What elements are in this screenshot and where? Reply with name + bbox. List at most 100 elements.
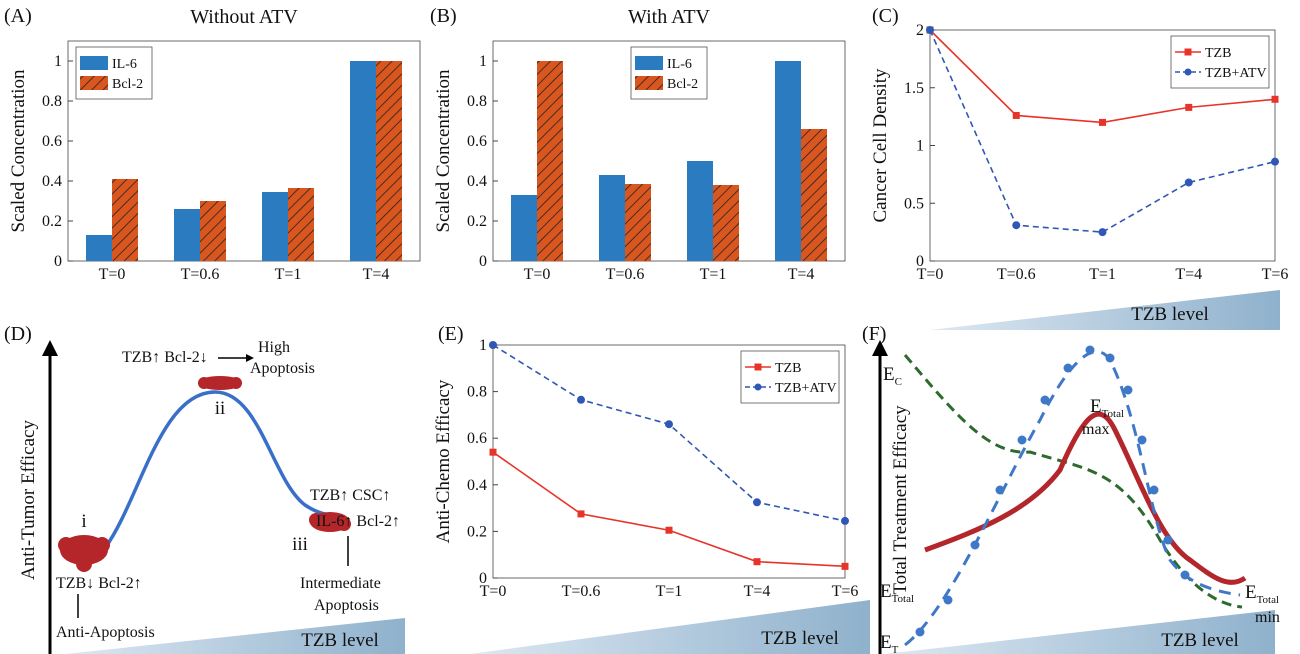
bar-hatch (801, 129, 827, 261)
bar-hatch (376, 61, 402, 261)
axes-box (492, 344, 846, 579)
x-tick-label: T=6 (832, 583, 859, 600)
label-main: E (880, 632, 892, 653)
x-tick-label: T=4 (363, 266, 390, 283)
legend-swatch (635, 56, 663, 70)
bar (350, 61, 376, 261)
marker (1271, 157, 1279, 166)
x-tick-label: T=1 (275, 266, 302, 283)
bar (511, 195, 537, 261)
state-outcome: High (258, 339, 290, 356)
y-tick-label: 0.8 (467, 384, 487, 401)
y-tick-label: 0 (916, 253, 924, 270)
label-sub: Total (892, 593, 914, 605)
gradient-label: TZB level (1131, 304, 1209, 325)
state-outcome: Intermediate (300, 575, 381, 592)
y-tick-label: 0 (479, 570, 487, 587)
bar (174, 209, 200, 261)
y-label: Scaled Concentration (433, 69, 454, 233)
curve-label: ETotal (1245, 582, 1279, 606)
panel-d: (D) Anti-Tumor Efficacy TZB level i TZB↓… (4, 323, 405, 654)
legend-marker (1184, 48, 1192, 56)
marker (753, 498, 761, 507)
marker (1271, 95, 1279, 103)
label-main: E (1090, 396, 1102, 417)
axes-box (67, 40, 421, 262)
x-tick-label: T=0 (917, 266, 944, 283)
legend-box (630, 46, 708, 100)
y-label: Anti-Tumor Efficacy (18, 420, 39, 580)
bar-hatch (200, 201, 226, 261)
y-label: Scaled Concentration (8, 69, 29, 233)
legend-hatch (80, 76, 108, 90)
marker (1185, 103, 1193, 111)
panel-label: (A) (4, 5, 32, 27)
state-numeral: ii (215, 398, 226, 419)
marker (926, 26, 934, 34)
y-tick-label: 0.2 (467, 523, 487, 540)
y-label: Anti-Chemo Efficacy (433, 379, 454, 543)
legend-marker (754, 363, 762, 371)
bar-hatch (537, 61, 563, 261)
state-outcome: Apoptosis (250, 360, 315, 377)
y-tick-label: 1.5 (904, 80, 924, 97)
state-numeral: iii (292, 534, 308, 555)
y-tick-label: 1 (54, 53, 62, 70)
line (929, 29, 1276, 233)
y-label: Total Treatment Efficacy (890, 405, 911, 595)
y-tick-label: 0.4 (467, 477, 487, 494)
panel-label: (D) (4, 323, 32, 345)
state-change: TZB↑ Bcl-2↓ (122, 349, 208, 366)
marker (577, 395, 585, 404)
bar (687, 161, 713, 261)
y-tick-label: 0.4 (467, 173, 487, 190)
marker (1012, 221, 1021, 230)
legend-label: IL-6 (112, 57, 137, 72)
e-t-dots (915, 345, 1190, 637)
curve-note: max (1082, 421, 1110, 438)
legend-box (75, 46, 153, 100)
marker (489, 448, 497, 456)
bar (599, 175, 625, 261)
chart-title: Without ATV (190, 6, 298, 28)
marker (753, 558, 761, 566)
gradient-label: TZB level (761, 628, 839, 649)
line (492, 451, 846, 568)
label-sub: Total (1257, 594, 1279, 606)
marker (665, 420, 673, 429)
e-c-curve (903, 354, 1243, 609)
curve-label: ETotal (1090, 396, 1124, 420)
x-tick-label: T=6 (1262, 266, 1289, 283)
bar-hatch (112, 179, 138, 261)
curve-note: min (1255, 609, 1280, 626)
arrow-head (246, 354, 254, 362)
bar (262, 192, 288, 261)
axes-box (492, 40, 846, 262)
curve-label: ET (880, 632, 899, 654)
cell-cluster (58, 376, 351, 572)
panel-f: (F) Total Treatment Efficacy TZB level E… (862, 323, 1280, 654)
gradient-wedge (470, 600, 870, 654)
marker (841, 516, 849, 525)
y-tick-label: 1 (479, 53, 487, 70)
gradient-wedge (65, 618, 405, 654)
legend-swatch (80, 56, 108, 70)
x-tick-label: T=0.6 (181, 266, 220, 283)
marker (489, 341, 497, 349)
label-main: E (880, 581, 892, 602)
efficacy-curve (103, 390, 346, 550)
panel-label: (F) (862, 323, 886, 345)
state-numeral: i (81, 511, 86, 532)
x-tick-label: T=0.6 (997, 266, 1036, 283)
x-tick-label: T=1 (700, 266, 727, 283)
x-tick-label: T=1 (1089, 266, 1116, 283)
bar-hatch (288, 188, 314, 261)
state-change: IL-6↑ Bcl-2↑ (316, 513, 400, 530)
y-tick-label: 1 (916, 138, 924, 155)
x-tick-label: T=4 (788, 266, 815, 283)
bar (86, 235, 112, 261)
e-t-curve (904, 350, 1241, 647)
y-tick-label: 2 (916, 22, 924, 39)
bar-hatch (713, 185, 739, 261)
